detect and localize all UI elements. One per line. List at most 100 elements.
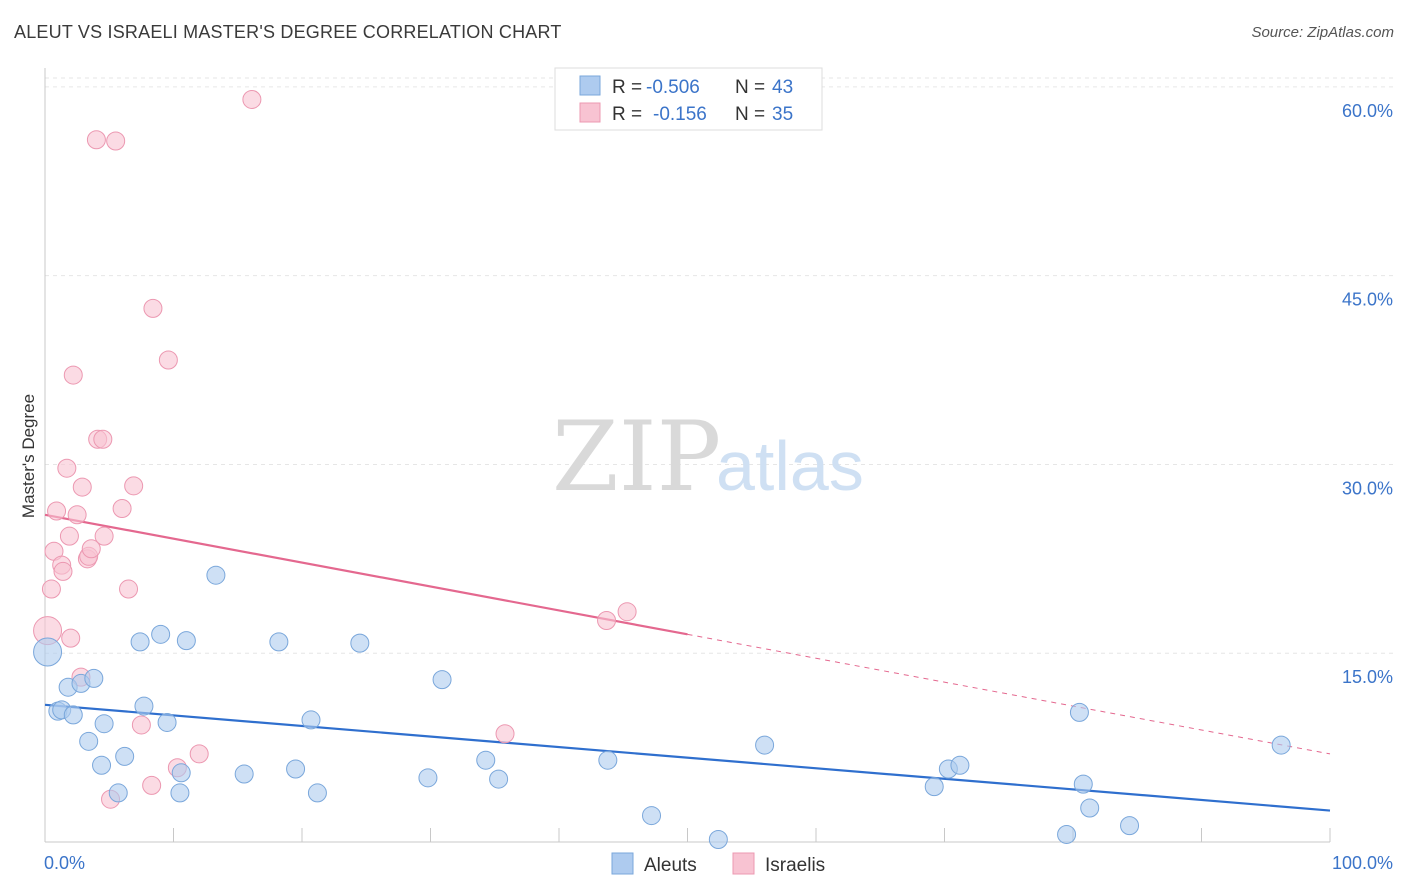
- aleut-point: [79, 731, 99, 751]
- trend-line-israelis-extension: [687, 633, 1331, 755]
- legend-r-value-aleuts: -0.506: [646, 77, 700, 98]
- israeli-point: [93, 429, 113, 449]
- trend-lines: [44, 513, 1331, 812]
- aleut-point: [755, 735, 775, 755]
- grid-lines: [45, 77, 1393, 654]
- legend-n-label-aleuts: N =: [735, 77, 765, 98]
- aleut-point: [307, 783, 327, 803]
- source-label: Source: ZipAtlas.com: [1251, 24, 1394, 41]
- watermark-atlas: atlas: [716, 427, 864, 505]
- aleut-point: [418, 768, 438, 788]
- x-tick-label-min: 0.0%: [44, 853, 85, 873]
- israeli-point: [67, 505, 87, 525]
- israeli-points: [33, 89, 637, 809]
- israeli-point: [124, 476, 144, 496]
- aleut-point: [1069, 702, 1089, 722]
- israeli-point: [57, 458, 77, 478]
- aleut-point: [171, 763, 191, 783]
- israeli-point: [81, 539, 101, 559]
- israeli-point: [53, 561, 73, 581]
- aleut-point: [432, 670, 452, 690]
- series-legend: Aleuts Israelis: [611, 852, 825, 876]
- israeli-point: [142, 775, 162, 795]
- israeli-point: [617, 602, 637, 622]
- y-tick-label: 15.0%: [1342, 667, 1393, 687]
- y-tick-label: 45.0%: [1342, 290, 1393, 310]
- aleut-point: [84, 668, 104, 688]
- legend-n-label-israelis: N =: [735, 104, 765, 125]
- y-axis-title: Master's Degree: [19, 394, 38, 518]
- legend-n-value-aleuts: 43: [772, 77, 793, 98]
- legend-swatch-aleuts: [579, 75, 601, 96]
- aleut-point: [1073, 774, 1093, 794]
- aleut-point: [269, 632, 289, 652]
- aleut-point: [301, 710, 321, 730]
- y-tick-labels: 15.0% 30.0% 45.0% 60.0%: [1342, 101, 1393, 687]
- aleut-point: [950, 755, 970, 775]
- aleut-point: [489, 769, 509, 789]
- aleut-point: [924, 777, 944, 797]
- trend-line-israelis: [44, 513, 688, 636]
- legend-swatch-israelis: [579, 102, 601, 123]
- israeli-point: [59, 526, 79, 546]
- aleut-point: [206, 565, 226, 585]
- israeli-point: [61, 628, 81, 648]
- aleut-point: [642, 806, 662, 826]
- x-tick-label-max: 100.0%: [1332, 853, 1393, 873]
- chart-title: ALEUT VS ISRAELI MASTER'S DEGREE CORRELA…: [14, 22, 562, 42]
- aleut-point: [108, 783, 128, 803]
- israeli-point: [86, 130, 106, 150]
- aleut-point: [1080, 798, 1100, 818]
- aleut-point: [176, 631, 196, 651]
- aleut-point: [234, 764, 254, 784]
- aleut-point: [476, 750, 496, 770]
- israeli-point: [495, 724, 515, 744]
- x-ticks: [44, 828, 1331, 842]
- aleut-point: [1271, 735, 1291, 755]
- israeli-point: [72, 477, 92, 497]
- israeli-point: [63, 365, 83, 385]
- aleut-point: [115, 746, 135, 766]
- series-legend-label-aleuts: Aleuts: [644, 855, 697, 876]
- israeli-point: [131, 715, 151, 735]
- aleut-point: [1120, 816, 1140, 836]
- aleut-point: [708, 829, 728, 849]
- israeli-point: [158, 350, 178, 370]
- aleut-point: [157, 712, 177, 732]
- series-legend-swatch-aleuts: [611, 852, 634, 875]
- aleut-point: [130, 632, 150, 652]
- israeli-point: [242, 89, 262, 109]
- israeli-point: [112, 498, 132, 518]
- israeli-point: [143, 298, 163, 318]
- y-tick-label: 60.0%: [1342, 101, 1393, 121]
- israeli-point: [106, 131, 126, 151]
- aleut-point: [94, 714, 114, 734]
- aleut-point: [63, 705, 83, 725]
- series-legend-label-israelis: Israelis: [765, 855, 825, 876]
- stats-legend: R = -0.506 N = 43 R = -0.156 N = 35: [554, 67, 823, 131]
- legend-r-label-israelis: R =: [612, 104, 642, 125]
- aleut-point: [134, 696, 154, 716]
- israeli-point: [94, 526, 114, 546]
- aleut-point: [598, 750, 618, 770]
- aleut-point: [286, 759, 306, 779]
- series-legend-swatch-israelis: [732, 852, 755, 875]
- aleut-point: [92, 755, 112, 775]
- legend-r-value-israelis: -0.156: [653, 104, 707, 125]
- israeli-point: [597, 610, 617, 630]
- israeli-point: [47, 501, 67, 521]
- aleut-points: [33, 565, 1291, 849]
- y-tick-label: 30.0%: [1342, 478, 1393, 498]
- aleut-point: [1057, 824, 1077, 844]
- israeli-point: [119, 579, 139, 599]
- aleut-point: [170, 783, 190, 803]
- israeli-point: [189, 744, 209, 764]
- legend-r-label-aleuts: R =: [612, 77, 642, 98]
- aleut-point: [350, 633, 370, 653]
- legend-n-value-israelis: 35: [772, 104, 793, 125]
- aleut-point: [33, 637, 63, 667]
- watermark-zip: ZIP: [552, 401, 721, 513]
- aleut-point: [151, 624, 171, 644]
- israeli-point: [41, 579, 61, 599]
